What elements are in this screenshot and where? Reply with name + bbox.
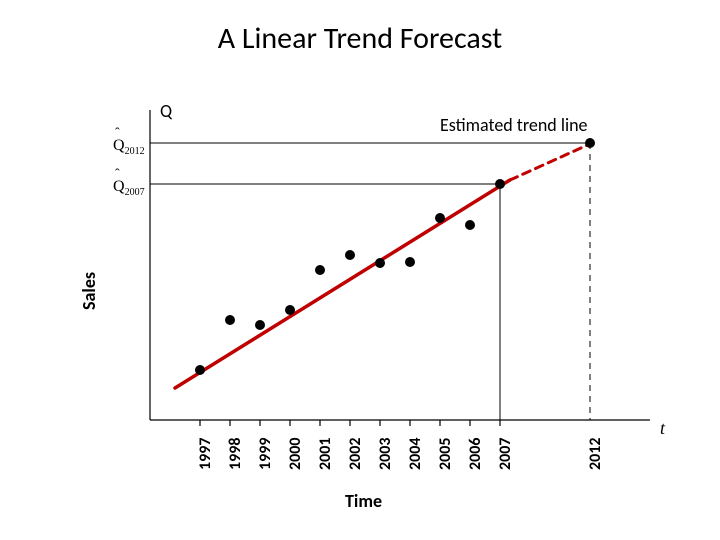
x-tick-2007: 2007	[496, 438, 515, 470]
legend-text: Estimated trend line	[440, 114, 588, 136]
x-tick-2003: 2003	[376, 438, 395, 470]
x-tick-2004: 2004	[406, 438, 425, 470]
x-tick-2005: 2005	[436, 438, 455, 470]
x-axis-label: Time	[345, 490, 382, 512]
q-hat-2007-label: ˆ Q2007	[113, 178, 145, 198]
q-hat-2012-sub: 2012	[125, 146, 145, 157]
q-hat-2012-label: ˆ Q2012	[113, 137, 145, 157]
x-tick-1999: 1999	[256, 438, 275, 470]
x-tick-2002: 2002	[346, 438, 365, 470]
x-tick-2012: 2012	[586, 438, 605, 470]
x-tick-1998: 1998	[226, 438, 245, 470]
t-axis-symbol: t	[660, 418, 665, 439]
hat-mark-2: ˆ	[115, 167, 120, 183]
x-tick-2006: 2006	[466, 438, 485, 470]
x-tick-1997: 1997	[196, 438, 215, 470]
q-hat-2007-sub: 2007	[125, 187, 145, 198]
x-tick-2000: 2000	[286, 438, 305, 470]
y-axis-label: Sales	[78, 272, 100, 310]
q-axis-symbol: Q	[160, 100, 172, 122]
slide-root: A Linear Trend Forecast Sales Q ˆ Q2012 …	[0, 0, 720, 540]
hat-mark: ˆ	[115, 126, 120, 142]
x-tick-2001: 2001	[316, 438, 335, 470]
